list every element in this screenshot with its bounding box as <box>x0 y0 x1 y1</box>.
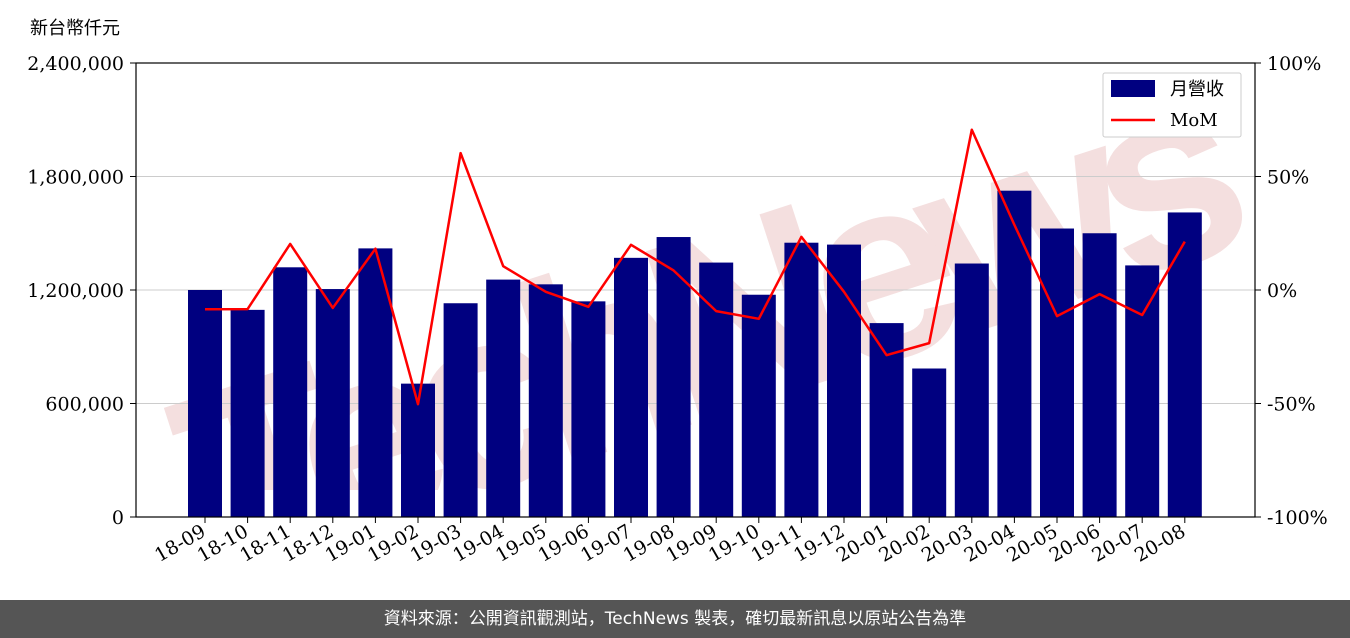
y-left-tick-label: 600,000 <box>45 394 124 416</box>
revenue-bar <box>315 289 350 517</box>
revenue-bar <box>528 284 563 517</box>
mom-line-series <box>204 128 1186 406</box>
source-footer: 資料來源：公開資訊觀測站，TechNews 製表，確切最新訊息以原站公告為準 <box>0 600 1350 638</box>
revenue-bar <box>741 294 776 517</box>
revenue-bar <box>571 301 606 517</box>
y-left-tick-label: 1,200,000 <box>27 280 124 302</box>
y-left-tick-label: 1,800,000 <box>27 167 124 189</box>
legend-label-revenue: 月營收 <box>1170 79 1224 100</box>
revenue-bar <box>1082 233 1117 517</box>
y-right-tick-label: -50% <box>1267 394 1316 416</box>
revenue-chart: 0 600,000 1,200,000 1,800,000 2,400,000 -100%… <box>27 53 1328 567</box>
mom-line <box>204 128 1186 406</box>
y-right-tick-label: 0% <box>1267 280 1297 302</box>
revenue-bar <box>954 263 989 517</box>
revenue-bar <box>656 237 691 518</box>
y-right-tick-label: 50% <box>1267 167 1309 189</box>
revenue-bar <box>273 267 308 517</box>
revenue-bar <box>486 279 521 517</box>
revenue-bar <box>1040 228 1074 518</box>
revenue-bar <box>1125 265 1160 517</box>
revenue-bar <box>188 290 222 517</box>
y-axis-unit-label: 新台幣仟元 <box>30 18 120 39</box>
revenue-bar <box>699 262 734 517</box>
legend-swatch-revenue <box>1111 80 1155 97</box>
y-left-tick-label: 0 <box>112 507 124 529</box>
y-right-tick-label: -100% <box>1267 507 1328 529</box>
legend-label-mom: MoM <box>1170 110 1218 131</box>
revenue-bar <box>230 309 265 517</box>
revenue-bar <box>1167 212 1202 518</box>
bar-series <box>188 190 1202 518</box>
legend: 月營收 MoM <box>1102 72 1242 138</box>
revenue-bar <box>401 383 435 517</box>
revenue-bar <box>614 257 648 517</box>
revenue-bar <box>827 244 861 517</box>
y-left-tick-label: 2,400,000 <box>27 53 124 75</box>
y-right-tick-label: 100% <box>1267 53 1321 75</box>
revenue-bar <box>784 242 819 518</box>
revenue-bar <box>997 190 1032 517</box>
revenue-bar <box>912 368 947 517</box>
revenue-bar <box>443 303 478 517</box>
